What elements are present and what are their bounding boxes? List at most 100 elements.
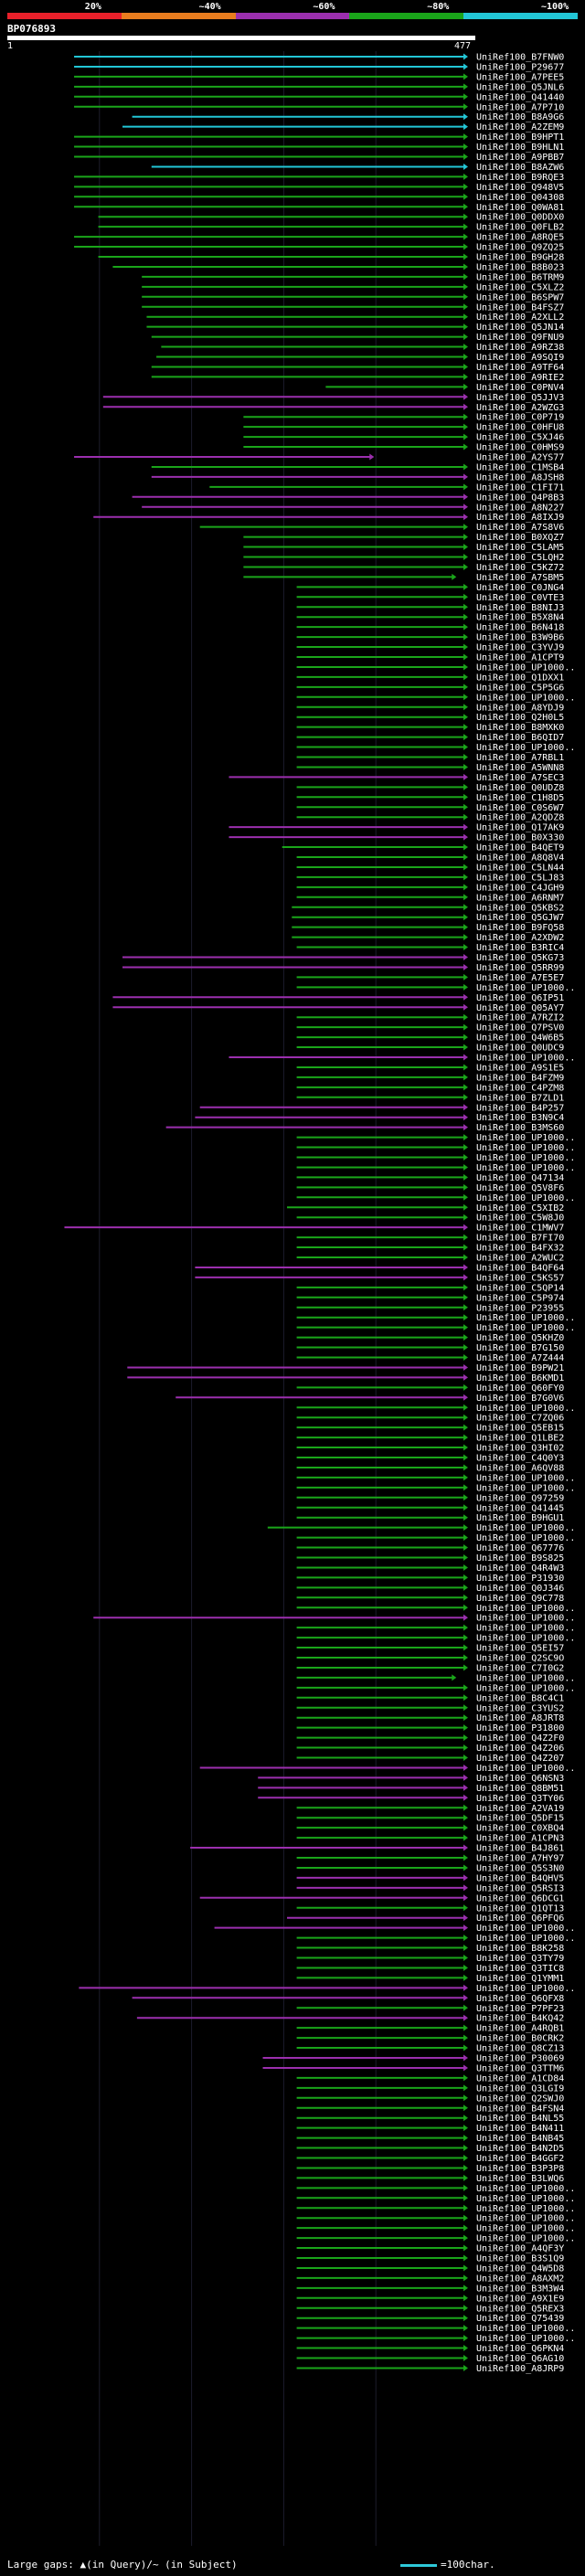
hit-row[interactable]: UniRef100_A9S1E5 bbox=[296, 1063, 565, 1073]
hit-row[interactable]: UniRef100_B9PW21 bbox=[127, 1363, 564, 1373]
hit-row[interactable]: UniRef100_Q5EB15 bbox=[296, 1424, 565, 1434]
hit-label[interactable]: UniRef100_C0PNV4 bbox=[476, 383, 564, 393]
hit-row[interactable]: UniRef100_UP1000.. bbox=[296, 2214, 576, 2224]
hit-row[interactable]: UniRef100_Q5JNL6 bbox=[74, 82, 564, 92]
hit-label[interactable]: UniRef100_A1CPN3 bbox=[476, 1834, 564, 1844]
hit-row[interactable]: UniRef100_B3S1Q9 bbox=[296, 2254, 565, 2264]
hit-label[interactable]: UniRef100_Q5EI57 bbox=[476, 1644, 564, 1654]
hit-row[interactable]: UniRef100_UP1000.. bbox=[296, 2324, 576, 2334]
hit-label[interactable]: UniRef100_Q0WA81 bbox=[476, 203, 564, 213]
hit-label[interactable]: UniRef100_P23955 bbox=[476, 1303, 564, 1313]
hit-label[interactable]: UniRef100_A8IXJ9 bbox=[476, 513, 564, 523]
hit-row[interactable]: UniRef100_A5WNN8 bbox=[296, 763, 565, 773]
hit-label[interactable]: UniRef100_A7P710 bbox=[476, 102, 564, 112]
hit-row[interactable]: UniRef100_C5P5G6 bbox=[296, 683, 565, 693]
hit-row[interactable]: UniRef100_UP1000.. bbox=[296, 2184, 576, 2194]
hit-row[interactable]: UniRef100_B4FSZ7 bbox=[142, 302, 564, 313]
hit-row[interactable]: UniRef100_Q04308 bbox=[74, 193, 564, 203]
hit-row[interactable]: UniRef100_B8B023 bbox=[112, 262, 564, 272]
hit-row[interactable]: UniRef100_C7I0G2 bbox=[296, 1663, 565, 1673]
hit-row[interactable]: UniRef100_B6TRM9 bbox=[142, 272, 564, 282]
hit-label[interactable]: UniRef100_B3M3W4 bbox=[476, 2284, 564, 2294]
hit-label[interactable]: UniRef100_A2YS77 bbox=[476, 453, 564, 463]
hit-row[interactable]: UniRef100_Q4Z2F0 bbox=[296, 1733, 565, 1744]
hit-row[interactable]: UniRef100_B4N2D5 bbox=[296, 2144, 565, 2154]
hit-label[interactable]: UniRef100_P29677 bbox=[476, 62, 564, 72]
hit-row[interactable]: UniRef100_C5QP14 bbox=[296, 1283, 565, 1293]
hit-label[interactable]: UniRef100_B8MXK0 bbox=[476, 723, 564, 733]
hit-row[interactable]: UniRef100_Q6DCG1 bbox=[199, 1893, 565, 1903]
hit-label[interactable]: UniRef100_B8AZW6 bbox=[476, 163, 564, 173]
hit-row[interactable]: UniRef100_UP1000.. bbox=[93, 1614, 575, 1624]
hit-label[interactable]: UniRef100_Q6PKN4 bbox=[476, 2344, 564, 2354]
hit-row[interactable]: UniRef100_C7ZQ06 bbox=[296, 1414, 565, 1424]
hit-row[interactable]: UniRef100_Q2SC9O bbox=[296, 1654, 565, 1664]
hit-label[interactable]: UniRef100_P7PF23 bbox=[476, 2004, 564, 2014]
hit-row[interactable]: UniRef100_C5LN44 bbox=[296, 863, 565, 873]
hit-label[interactable]: UniRef100_UP1000.. bbox=[476, 1984, 575, 1994]
hit-row[interactable]: UniRef100_C1MWV7 bbox=[64, 1224, 564, 1234]
hit-label[interactable]: UniRef100_B9RQE3 bbox=[476, 173, 564, 183]
hit-label[interactable]: UniRef100_C3YVJ9 bbox=[476, 643, 564, 653]
hit-label[interactable]: UniRef100_C5LQH2 bbox=[476, 553, 564, 563]
hit-label[interactable]: UniRef100_B8C4C1 bbox=[476, 1693, 564, 1703]
hit-label[interactable]: UniRef100_Q6PFQ6 bbox=[476, 1913, 564, 1924]
hit-row[interactable]: UniRef100_Q0UDC9 bbox=[296, 1044, 565, 1054]
hit-label[interactable]: UniRef100_Q3TIC8 bbox=[476, 1964, 564, 1974]
hit-label[interactable]: UniRef100_A7PEE5 bbox=[476, 72, 564, 82]
hit-label[interactable]: UniRef100_B8K258 bbox=[476, 1944, 564, 1954]
hit-label[interactable]: UniRef100_Q5DF15 bbox=[476, 1814, 564, 1824]
hit-label[interactable]: UniRef100_A5WNN8 bbox=[476, 763, 564, 773]
hit-row[interactable]: UniRef100_A8N227 bbox=[142, 503, 564, 513]
hit-row[interactable]: UniRef100_A2WUC2 bbox=[296, 1254, 565, 1264]
hit-label[interactable]: UniRef100_C4Q0Y3 bbox=[476, 1454, 564, 1464]
hit-row[interactable]: UniRef100_C0P719 bbox=[243, 413, 564, 423]
hit-label[interactable]: UniRef100_A8YDJ9 bbox=[476, 703, 564, 713]
hit-row[interactable]: UniRef100_A7HY97 bbox=[296, 1854, 565, 1864]
hit-row[interactable]: UniRef100_UP1000.. bbox=[296, 1604, 576, 1614]
hit-label[interactable]: UniRef100_UP1000.. bbox=[476, 2214, 575, 2224]
hit-row[interactable]: UniRef100_A7Z444 bbox=[296, 1353, 565, 1363]
hit-row[interactable]: UniRef100_B3MS60 bbox=[165, 1123, 565, 1133]
hit-label[interactable]: UniRef100_A9RIE2 bbox=[476, 373, 564, 383]
hit-label[interactable]: UniRef100_C0P719 bbox=[476, 413, 564, 423]
hit-row[interactable]: UniRef100_Q9FNU9 bbox=[151, 333, 565, 343]
hit-label[interactable]: UniRef100_B7FI70 bbox=[476, 1234, 564, 1244]
hit-row[interactable]: UniRef100_A7SEC3 bbox=[229, 773, 564, 783]
hit-label[interactable]: UniRef100_Q4P8B3 bbox=[476, 493, 564, 503]
hit-row[interactable]: UniRef100_Q1DXX1 bbox=[296, 673, 565, 683]
hit-label[interactable]: UniRef100_C5P974 bbox=[476, 1293, 564, 1303]
hit-row[interactable]: UniRef100_Q3HI02 bbox=[296, 1444, 565, 1454]
hit-row[interactable]: UniRef100_B4FSN4 bbox=[296, 2104, 565, 2114]
hit-row[interactable]: UniRef100_C4JGH9 bbox=[296, 883, 565, 893]
hit-label[interactable]: UniRef100_B4QHV5 bbox=[476, 1873, 564, 1883]
hit-row[interactable]: UniRef100_C3YUS2 bbox=[296, 1703, 565, 1713]
hit-label[interactable]: UniRef100_B3W9B6 bbox=[476, 633, 564, 643]
hit-label[interactable]: UniRef100_Q5REX3 bbox=[476, 2304, 564, 2314]
hit-label[interactable]: UniRef100_Q41440 bbox=[476, 92, 564, 102]
hit-label[interactable]: UniRef100_UP1000.. bbox=[476, 1483, 575, 1493]
hit-row[interactable]: UniRef100_Q0FLB2 bbox=[98, 223, 565, 233]
hit-label[interactable]: UniRef100_Q6QFX8 bbox=[476, 1994, 564, 2004]
hit-label[interactable]: UniRef100_Q7PSV0 bbox=[476, 1023, 564, 1034]
hit-row[interactable]: UniRef100_Q4R4W3 bbox=[296, 1564, 565, 1574]
hit-row[interactable]: UniRef100_Q0DDX0 bbox=[98, 213, 565, 223]
hit-row[interactable]: UniRef100_Q5EI57 bbox=[296, 1644, 565, 1654]
hit-label[interactable]: UniRef100_UP1000.. bbox=[476, 1624, 575, 1634]
hit-label[interactable]: UniRef100_A9TF64 bbox=[476, 363, 564, 373]
hit-label[interactable]: UniRef100_B7G150 bbox=[476, 1343, 564, 1353]
hit-row[interactable]: UniRef100_Q948V5 bbox=[74, 183, 564, 193]
hit-label[interactable]: UniRef100_Q5JJV3 bbox=[476, 393, 564, 403]
hit-row[interactable]: UniRef100_Q3LGI9 bbox=[296, 2083, 565, 2094]
hit-row[interactable]: UniRef100_A1CPT9 bbox=[296, 653, 565, 663]
hit-label[interactable]: UniRef100_Q8CZ13 bbox=[476, 2044, 564, 2054]
hit-row[interactable]: UniRef100_B8A9G6 bbox=[132, 112, 565, 122]
hit-row[interactable]: UniRef100_UP1000.. bbox=[296, 2224, 576, 2234]
hit-label[interactable]: UniRef100_B8A9G6 bbox=[476, 112, 564, 122]
hit-label[interactable]: UniRef100_UP1000.. bbox=[476, 1533, 575, 1543]
hit-row[interactable]: UniRef100_Q0WA81 bbox=[74, 203, 564, 213]
hit-row[interactable]: UniRef100_UP1000.. bbox=[296, 1634, 576, 1644]
hit-row[interactable]: UniRef100_B7FNW0 bbox=[74, 53, 564, 63]
hit-row[interactable]: UniRef100_B9FQ58 bbox=[292, 923, 564, 933]
hit-row[interactable]: UniRef100_B4QHV5 bbox=[296, 1873, 565, 1883]
